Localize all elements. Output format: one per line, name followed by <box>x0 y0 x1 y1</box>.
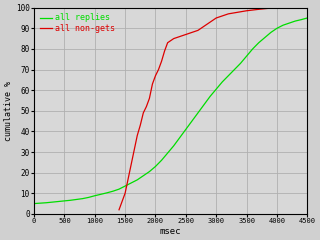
all replies <box>227 74 230 77</box>
all non-gets <box>160 60 164 63</box>
all replies <box>111 190 115 193</box>
Legend: all replies, all non-gets: all replies, all non-gets <box>38 12 116 34</box>
all replies <box>299 18 303 21</box>
all non-gets <box>233 11 236 14</box>
all replies <box>245 55 249 58</box>
all replies <box>93 194 97 197</box>
all replies <box>275 27 279 30</box>
all replies <box>75 198 78 201</box>
all replies <box>62 199 66 202</box>
all replies <box>166 152 170 155</box>
all replies <box>50 201 54 204</box>
all replies <box>129 181 133 184</box>
all non-gets <box>220 14 224 17</box>
all replies <box>148 170 151 173</box>
all replies <box>184 128 188 131</box>
all non-gets <box>184 33 188 36</box>
all non-gets <box>141 111 145 114</box>
all replies <box>56 200 60 203</box>
all non-gets <box>172 37 176 40</box>
all replies <box>287 22 291 24</box>
all non-gets <box>178 35 182 38</box>
all non-gets <box>138 124 142 127</box>
all non-gets <box>135 134 139 137</box>
all non-gets <box>169 39 172 42</box>
all non-gets <box>123 192 127 195</box>
all non-gets <box>227 12 230 15</box>
all non-gets <box>275 6 279 9</box>
X-axis label: msec: msec <box>160 227 181 236</box>
all replies <box>269 31 273 34</box>
all replies <box>293 20 297 23</box>
all replies <box>32 202 36 205</box>
all replies <box>281 24 285 27</box>
all non-gets <box>148 97 151 100</box>
all replies <box>44 201 48 204</box>
all non-gets <box>126 177 130 180</box>
all non-gets <box>150 83 154 85</box>
all non-gets <box>154 74 157 77</box>
all replies <box>154 165 157 168</box>
all non-gets <box>144 105 148 108</box>
all replies <box>141 174 145 177</box>
all replies <box>105 192 109 194</box>
all replies <box>263 36 267 39</box>
all non-gets <box>163 49 166 52</box>
all replies <box>38 202 42 205</box>
all replies <box>202 103 206 106</box>
all non-gets <box>257 8 261 11</box>
all non-gets <box>196 29 200 32</box>
all replies <box>99 193 103 196</box>
all replies <box>233 68 236 71</box>
all replies <box>220 80 224 83</box>
all non-gets <box>214 17 218 19</box>
all replies <box>117 188 121 191</box>
all non-gets <box>166 41 170 44</box>
Line: all non-gets: all non-gets <box>119 8 277 210</box>
Line: all replies: all replies <box>34 18 307 204</box>
all non-gets <box>202 25 206 28</box>
all replies <box>135 178 139 181</box>
all replies <box>305 17 309 19</box>
all replies <box>178 136 182 139</box>
all non-gets <box>245 9 249 12</box>
all replies <box>257 41 261 44</box>
all non-gets <box>190 31 194 34</box>
all non-gets <box>117 208 121 211</box>
all replies <box>68 199 72 202</box>
all replies <box>172 144 176 147</box>
all non-gets <box>269 7 273 10</box>
all replies <box>160 159 164 162</box>
all non-gets <box>129 163 133 166</box>
all replies <box>190 120 194 123</box>
all replies <box>81 197 84 200</box>
all replies <box>239 62 243 65</box>
all non-gets <box>156 68 160 71</box>
all replies <box>251 48 255 50</box>
all replies <box>123 185 127 187</box>
all replies <box>214 88 218 90</box>
all non-gets <box>132 149 136 151</box>
all replies <box>87 196 91 199</box>
all replies <box>208 95 212 98</box>
Y-axis label: cumulative %: cumulative % <box>4 81 13 141</box>
all non-gets <box>208 21 212 24</box>
all replies <box>196 111 200 114</box>
